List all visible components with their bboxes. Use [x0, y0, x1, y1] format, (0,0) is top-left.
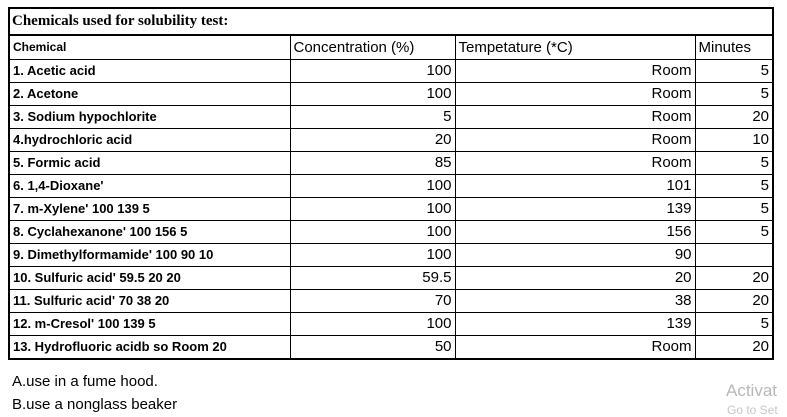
- table-row: 9. Dimethylformamide' 100 90 10 100 90: [10, 242, 772, 267]
- cell-temperature: 20: [454, 265, 696, 290]
- table-row: 5. Formic acid 85 Room 5: [10, 150, 772, 175]
- cell-temperature: 90: [454, 242, 696, 267]
- table-row: 3. Sodium hypochlorite 5 Room 20: [10, 104, 772, 129]
- table-row: 1. Acetic acid 100 Room 5: [10, 58, 772, 83]
- cell-concentration: 100: [289, 58, 456, 83]
- cell-chemical: 3. Sodium hypochlorite: [10, 104, 291, 129]
- cell-chemical: 13. Hydrofluoric acidb so Room 20: [10, 334, 291, 358]
- header-concentration: Concentration (%): [289, 36, 456, 60]
- table-row: 6. 1,4-Dioxane' 100 101 5: [10, 173, 772, 198]
- cell-concentration: 100: [289, 219, 456, 244]
- cell-chemical: 8. Cyclahexanone' 100 156 5: [10, 219, 291, 244]
- cell-chemical: 7. m-Xylene' 100 139 5: [10, 196, 291, 221]
- cell-concentration: 70: [289, 288, 456, 313]
- footnote-b: B.use a nonglass beaker: [12, 396, 178, 413]
- cell-chemical: 12. m-Cresol' 100 139 5: [10, 311, 291, 336]
- footnotes: A.use in a fume hood. B.use a nonglass b…: [12, 370, 177, 416]
- cell-temperature: 101: [454, 173, 696, 198]
- table-row: 7. m-Xylene' 100 139 5 100 139 5: [10, 196, 772, 221]
- cell-concentration: 100: [289, 242, 456, 267]
- header-row: Chemical Concentration (%) Tempetature (…: [10, 36, 772, 60]
- cell-chemical: 9. Dimethylformamide' 100 90 10: [10, 242, 291, 267]
- header-temperature: Tempetature (*C): [454, 36, 696, 60]
- cell-temperature: Room: [454, 334, 696, 358]
- cell-minutes: 5: [694, 219, 772, 244]
- cell-minutes: 5: [694, 150, 772, 175]
- cell-concentration: 20: [289, 127, 456, 152]
- cell-chemical: 5. Formic acid: [10, 150, 291, 175]
- cell-temperature: 38: [454, 288, 696, 313]
- header-chemical: Chemical: [10, 36, 291, 60]
- cell-concentration: 100: [289, 196, 456, 221]
- cell-temperature: 156: [454, 219, 696, 244]
- cell-chemical: 1. Acetic acid: [10, 58, 291, 83]
- table-row: 10. Sulfuric acid' 59.5 20 20 59.5 20 20: [10, 265, 772, 290]
- cell-minutes: 20: [694, 104, 772, 129]
- cell-minutes: 5: [694, 173, 772, 198]
- footnote-a: A.use in a fume hood.: [12, 373, 158, 390]
- table-row: 12. m-Cresol' 100 139 5 100 139 5: [10, 311, 772, 336]
- cell-minutes: 20: [694, 288, 772, 313]
- cell-minutes: [694, 242, 772, 267]
- header-minutes: Minutes: [694, 36, 772, 60]
- cell-minutes: 5: [694, 311, 772, 336]
- cell-concentration: 59.5: [289, 265, 456, 290]
- cell-concentration: 100: [289, 81, 456, 106]
- cell-chemical: 11. Sulfuric acid' 70 38 20: [10, 288, 291, 313]
- table-row: 8. Cyclahexanone' 100 156 5 100 156 5: [10, 219, 772, 244]
- cell-minutes: 10: [694, 127, 772, 152]
- cell-minutes: 20: [694, 334, 772, 358]
- table-row: 13. Hydrofluoric acidb so Room 20 50 Roo…: [10, 334, 772, 358]
- solubility-table: Chemical Concentration (%) Tempetature (…: [10, 36, 772, 358]
- cell-temperature: Room: [454, 150, 696, 175]
- cell-temperature: Room: [454, 127, 696, 152]
- cell-minutes: 20: [694, 265, 772, 290]
- solubility-table-container: Chemicals used for solubility test: Chem…: [8, 7, 774, 360]
- cell-concentration: 5: [289, 104, 456, 129]
- cell-chemical: 4.hydrochloric acid: [10, 127, 291, 152]
- cell-chemical: 6. 1,4-Dioxane': [10, 173, 291, 198]
- cell-chemical: 10. Sulfuric acid' 59.5 20 20: [10, 265, 291, 290]
- cell-temperature: 139: [454, 311, 696, 336]
- cell-concentration: 50: [289, 334, 456, 358]
- cell-minutes: 5: [694, 58, 772, 83]
- cell-minutes: 5: [694, 196, 772, 221]
- cell-concentration: 100: [289, 173, 456, 198]
- table-row: 4.hydrochloric acid 20 Room 10: [10, 127, 772, 152]
- cell-temperature: Room: [454, 58, 696, 83]
- cell-temperature: Room: [454, 81, 696, 106]
- cell-temperature: Room: [454, 104, 696, 129]
- activation-watermark: Activat: [726, 381, 778, 400]
- cell-chemical: 2. Acetone: [10, 81, 291, 106]
- table-row: 11. Sulfuric acid' 70 38 20 70 38 20: [10, 288, 772, 313]
- cell-concentration: 85: [289, 150, 456, 175]
- activation-watermark-sub: Go to Set: [727, 403, 778, 417]
- table-title: Chemicals used for solubility test:: [10, 9, 772, 36]
- cell-temperature: 139: [454, 196, 696, 221]
- cell-concentration: 100: [289, 311, 456, 336]
- cell-minutes: 5: [694, 81, 772, 106]
- table-row: 2. Acetone 100 Room 5: [10, 81, 772, 106]
